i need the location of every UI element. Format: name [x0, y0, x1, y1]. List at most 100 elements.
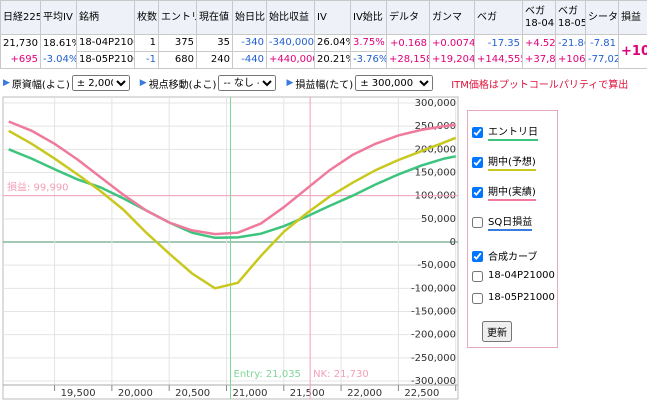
control-label: 損益幅(たて) [295, 79, 354, 91]
body-row: 18-05P21000-1680240-440+440,00020.21%-3.… [1, 51, 647, 69]
header-text: 現在値 [199, 11, 229, 23]
stacked-cell: -7.81 -77,025 [585, 34, 619, 69]
control-select[interactable]: ± 2,000 [71, 75, 130, 91]
y-tick-label: 200,000 [415, 144, 456, 155]
header-text: 18-05 [558, 17, 586, 29]
cell: -440 [232, 51, 267, 69]
control: ▶ 視点移動(よこ) -- なし -- [140, 75, 277, 91]
cell-text: -7.81 [590, 37, 616, 49]
header-cell: デルタ [386, 0, 430, 35]
checkbox[interactable] [472, 250, 483, 262]
header-cell: 日経225 [0, 0, 41, 35]
curve [8, 148, 456, 240]
header-text: エントリ [161, 11, 196, 23]
legend-item: エントリ日 [472, 123, 538, 141]
cell: 26.04% [314, 34, 351, 52]
cell: 240 [196, 51, 233, 69]
control-label: 原資幅(よこ) [11, 79, 70, 91]
header-text: 枚数 [137, 11, 157, 23]
stacked-cell: 18.61% -3.04% [40, 34, 77, 69]
legend-item: 期中(実績) [472, 183, 536, 201]
stacked-cell: 21,730 +695 [0, 34, 41, 69]
update-button[interactable]: 更新 [482, 321, 512, 342]
header-cell: 損益 [618, 0, 647, 35]
y-tick-label: -200,000 [411, 330, 456, 341]
cell-text: +0.168 [389, 37, 427, 49]
checkbox[interactable] [472, 126, 483, 138]
cell-text: 18.61% [43, 37, 76, 49]
header-cell: ベガ [474, 0, 523, 35]
x-tick-label: 23,000 [462, 388, 497, 399]
cell: -3.76% [350, 51, 387, 69]
x-tick-label: 19,500 [61, 388, 96, 399]
cell: 18-04P21000 [76, 34, 135, 52]
header-text: ベガ [525, 5, 545, 17]
vertical-label: Entry: 21,035 [234, 369, 301, 380]
cell-text: +695 [10, 53, 38, 65]
control-select[interactable]: ± 300,000 [355, 75, 434, 91]
header-cell: 始比収益 [266, 0, 315, 35]
header-text: 18-04 [525, 17, 555, 29]
cell: 35 [196, 34, 233, 52]
x-tick-label: 21,500 [290, 388, 325, 399]
arrow-icon: ▶ [3, 78, 10, 88]
header-text: 銘柄 [79, 11, 99, 23]
y-tick-label: 0 [450, 237, 456, 248]
cell-text: +19,204 [432, 53, 475, 65]
cell-text: -17.35 [487, 37, 520, 49]
header-text: ガンマ [432, 11, 462, 23]
header-cell: 平均IV [40, 0, 77, 35]
header-cell: IV始比 [350, 0, 387, 35]
header-text: IV始比 [353, 11, 383, 23]
x-tick-label: 21,000 [232, 388, 267, 399]
y-tick-label: 50,000 [421, 214, 456, 225]
y-tick-label: 300,000 [415, 98, 456, 109]
vertical-label: NK: 21,730 [313, 369, 369, 380]
checkbox[interactable] [472, 186, 483, 198]
cell-text: -21.86 [558, 37, 585, 49]
y-tick-label: -100,000 [411, 283, 456, 294]
cell: 680 [158, 51, 197, 69]
legend-label: 18-04P21000 [488, 270, 555, 281]
y-tick-label: -250,000 [411, 353, 456, 364]
cell: -340,000 [266, 34, 315, 52]
x-tick-label: 22,500 [404, 388, 439, 399]
legend-label: エントリ日 [488, 123, 538, 141]
header-cell: ベガ 18-04 [522, 0, 556, 35]
stacked-cell: +0.0074 +19,204 [429, 34, 475, 69]
checkbox[interactable] [472, 270, 483, 282]
legend-item: 18-04P21000 [472, 270, 555, 282]
cell: 18-05P21000 [76, 51, 135, 69]
header-text: シータ [588, 11, 618, 23]
legend-panel: エントリ日 期中(予想) 期中(実績) SQ日損益 合成カーブ 18-04P21000 18… [467, 110, 558, 348]
x-tick-label: 22,000 [347, 388, 382, 399]
pnl-cell: +100,000 [618, 34, 647, 69]
curve [8, 129, 457, 290]
controls: ▶ 原資幅(よこ) ± 2,000 ▶ 視点移動(よこ) -- なし -- ▶ 損益幅(たて)… [3, 75, 628, 91]
cell-text: 21,730 [3, 37, 38, 49]
checkbox[interactable] [472, 156, 483, 168]
cell-text: -77,025 [588, 53, 618, 65]
cell: 375 [158, 34, 197, 52]
cell-text: +0.0074 [432, 37, 475, 49]
header-cell: IV [314, 0, 351, 35]
control-select[interactable]: -- なし -- [218, 75, 277, 91]
header-cell: 始日比 [232, 0, 267, 35]
header-cell: シータ [585, 0, 619, 35]
header-text: 始比収益 [269, 11, 309, 23]
legend-label: 合成カーブ [488, 252, 538, 263]
header-cell: 現在値 [196, 0, 233, 35]
legend-item: 期中(予想) [472, 153, 536, 171]
y-tick-label: -150,000 [411, 306, 456, 317]
cell: -340 [232, 34, 267, 52]
x-tick-label: 20,500 [175, 388, 210, 399]
y-tick-label: -50,000 [417, 260, 456, 271]
header-text: IV [317, 11, 327, 23]
checkbox[interactable] [472, 216, 483, 228]
legend-label: 期中(実績) [488, 183, 536, 201]
cell-text: +144,555 [477, 53, 523, 65]
checkbox[interactable] [472, 292, 483, 304]
stacked-cell: +0.168 +28,158 [386, 34, 430, 69]
x-tick-label: 20,000 [118, 388, 153, 399]
